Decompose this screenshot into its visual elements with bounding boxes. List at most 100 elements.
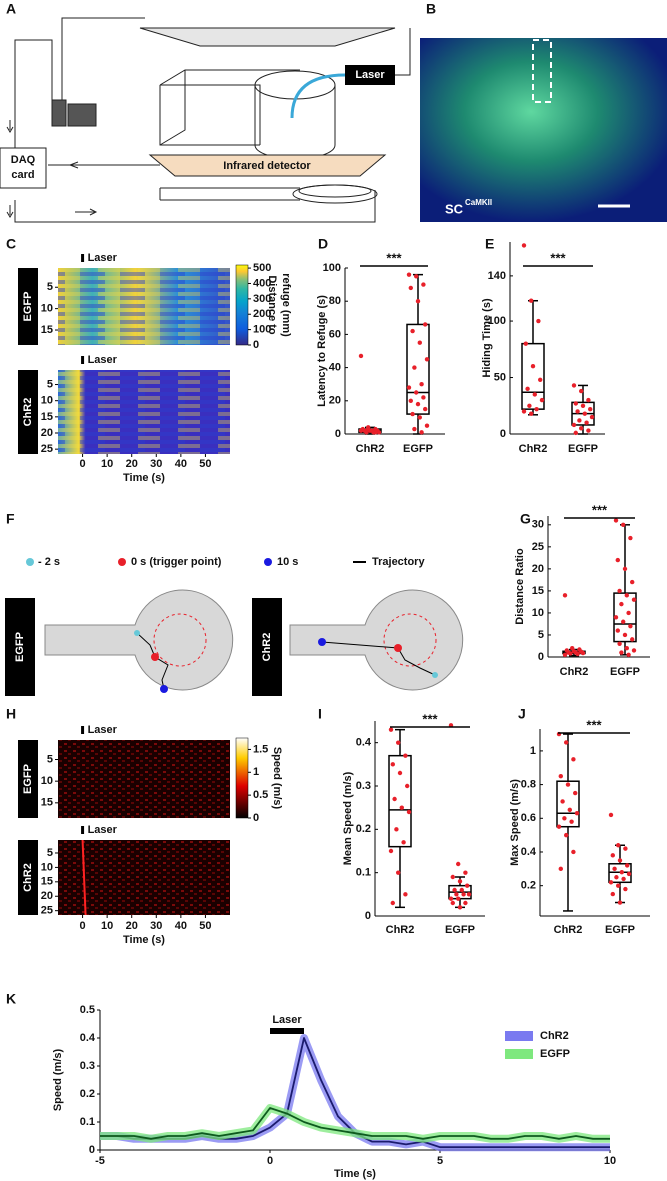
- group-label: ChR2: [22, 863, 34, 892]
- box: [388, 754, 412, 848]
- setup-diagram: Laser Infrared detector DAQ card: [0, 17, 411, 223]
- data-point: [613, 615, 619, 620]
- laser-label: Laser: [88, 252, 118, 264]
- data-point: [619, 650, 624, 655]
- trajectory-panel: - 2 s 0 s (trigger point) 10 s Trajector…: [5, 556, 464, 696]
- data-point: [622, 632, 628, 638]
- x-tick-label: -5: [95, 1155, 105, 1167]
- data-point: [417, 415, 422, 420]
- data-point: [450, 900, 455, 906]
- data-point: [564, 740, 569, 745]
- data-point: [408, 285, 413, 291]
- detector: [148, 154, 387, 177]
- y-tick-label: 15: [41, 797, 53, 809]
- group-box: [18, 840, 38, 915]
- end-dot: [160, 685, 168, 693]
- data-point: [414, 274, 419, 279]
- legend-label: - 2 s: [38, 556, 60, 568]
- camera-body: [67, 103, 97, 127]
- data-point: [617, 858, 623, 863]
- data-point: [626, 610, 631, 616]
- heatmap-image: [58, 268, 230, 345]
- daq-box: [0, 147, 47, 189]
- group-label: ChR2: [22, 398, 34, 427]
- start-dot: [134, 630, 140, 636]
- data-point: [424, 357, 430, 362]
- x-axis-label: Time (s): [123, 934, 165, 946]
- legend-label: 0 s (trigger point): [131, 556, 222, 568]
- colorbar-tick-label: 0: [253, 339, 259, 351]
- panel-letter: B: [426, 1, 436, 17]
- x-tick-label: 5: [437, 1155, 443, 1167]
- data-point: [562, 652, 568, 657]
- data-point: [419, 430, 424, 435]
- panel-letter: I: [318, 706, 322, 722]
- y-tick-label: 0.2: [356, 823, 371, 835]
- colorbar-tick-label: 1.5: [253, 743, 268, 755]
- x-tick-label: 50: [199, 458, 211, 470]
- heatmap-image: [58, 370, 230, 454]
- fiber: [290, 73, 346, 119]
- significance-label: ***: [550, 250, 566, 265]
- data-point: [630, 637, 635, 642]
- y-tick-label: 15: [41, 324, 53, 336]
- data-point: [532, 392, 537, 397]
- x-tick-label: 10: [604, 1155, 616, 1167]
- x-tick-label: 30: [150, 458, 162, 470]
- histology-image: SC CaMKII: [420, 38, 667, 222]
- data-point: [457, 879, 463, 884]
- arena-shape: [289, 589, 464, 691]
- y-tick-label: 5: [538, 629, 544, 641]
- data-point: [612, 866, 617, 872]
- histology-superscript: CaMKII: [465, 198, 492, 207]
- x-tick-label: EGFP: [568, 443, 598, 455]
- data-point: [392, 796, 397, 802]
- data-point: [530, 364, 536, 369]
- y-tick-label: 25: [41, 443, 53, 455]
- data-point: [617, 900, 623, 905]
- colorbar-tick-label: 300: [253, 293, 271, 305]
- data-point: [412, 426, 417, 432]
- data-point: [628, 535, 633, 541]
- colorbar-tick-label: 500: [253, 262, 271, 274]
- end-dot: [318, 638, 326, 646]
- x-tick-label: ChR2: [554, 924, 583, 936]
- x-tick-label: 20: [126, 458, 138, 470]
- data-point: [558, 866, 563, 872]
- daq-label: DAQ: [11, 154, 36, 166]
- y-axis-label: Max Speed (m/s): [509, 779, 521, 866]
- data-point: [619, 601, 624, 607]
- data-point: [558, 773, 563, 779]
- data-point: [626, 871, 632, 877]
- detector-label: Infrared detector: [223, 160, 311, 172]
- y-tick-label: 5: [47, 753, 53, 765]
- y-tick-label: 0.2: [521, 880, 536, 892]
- data-point: [616, 883, 621, 888]
- data-point: [571, 849, 576, 855]
- data-point: [560, 799, 565, 804]
- data-point: [625, 863, 630, 868]
- y-tick-label: 0.1: [356, 867, 371, 879]
- data-point: [613, 518, 619, 523]
- group-box: [18, 268, 38, 345]
- x-tick-label: 20: [126, 920, 138, 932]
- data-point: [454, 892, 459, 897]
- x-tick-label: 40: [175, 458, 187, 470]
- y-tick-label: 10: [41, 775, 53, 787]
- significance-label: ***: [386, 250, 402, 265]
- y-tick-label: 15: [532, 585, 544, 597]
- data-point: [396, 870, 401, 875]
- data-point: [608, 812, 614, 818]
- legend-dot: [26, 558, 34, 566]
- y-tick-label: 100: [488, 315, 506, 327]
- panel-letter: J: [518, 706, 526, 722]
- data-point: [615, 628, 620, 633]
- data-point: [586, 397, 591, 403]
- y-tick-label: 0.5: [80, 1004, 95, 1016]
- laser-label: Laser: [355, 69, 385, 81]
- y-tick-label: 100: [323, 262, 341, 274]
- y-tick-label: 5: [47, 847, 53, 859]
- y-tick-label: 40: [329, 362, 341, 374]
